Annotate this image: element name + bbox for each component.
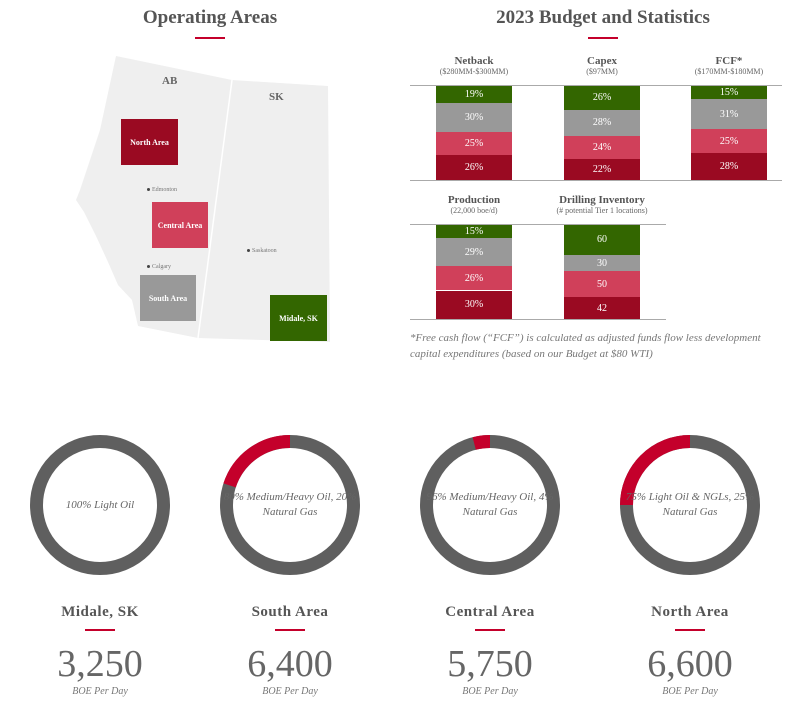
title-underline [195, 37, 225, 39]
area-production: 3,250 [57, 643, 143, 685]
axis-line [410, 85, 782, 86]
operating-areas-title: Operating Areas [142, 7, 278, 28]
bar-segment: 50 [564, 270, 640, 298]
north-area-box[interactable]: North Area [121, 119, 178, 165]
budget-title: 2023 Budget and Statistics [496, 7, 710, 28]
south-area-box[interactable]: South Area [140, 275, 196, 321]
bar-segment: 22% [564, 159, 640, 180]
area-underline [475, 629, 505, 631]
bar-segment: 30% [436, 290, 512, 319]
chart-title: Netback [454, 55, 494, 67]
chart-subtitle: (22,000 boe/d) [450, 206, 498, 215]
bar-segment: 42 [564, 297, 640, 319]
bar-segment: 28% [691, 153, 767, 180]
chart-subtitle: (# potential Tier 1 locations) [556, 206, 648, 215]
bar-segment: 26% [564, 85, 640, 110]
bar-segment: 60 [564, 224, 640, 256]
bar-segment: 30 [564, 255, 640, 271]
chart-subtitle: ($280MM-$300MM) [439, 67, 509, 76]
donut-segment [420, 435, 560, 575]
chart-header: Drilling Inventory (# potential Tier 1 lo… [532, 194, 672, 215]
chart-title: Drilling Inventory [559, 194, 645, 206]
bar-segment: 30% [436, 103, 512, 132]
city-edmonton: Edmonton [147, 187, 177, 193]
title-underline [588, 37, 618, 39]
chart-header: Production (22,000 boe/d) [404, 194, 544, 215]
bar-segment: 26% [436, 265, 512, 291]
donut-chart [30, 435, 170, 575]
area-unit: BOE Per Day [262, 686, 318, 697]
donut-label: 80% Medium/Heavy Oil, 20% Natural Gas [223, 491, 357, 518]
area-unit: BOE Per Day [462, 686, 518, 697]
bar-segment: 28% [564, 109, 640, 137]
axis-line [410, 319, 666, 320]
chart-header: Netback ($280MM-$300MM) [404, 55, 544, 76]
donut-chart [620, 435, 760, 575]
area-unit: BOE Per Day [72, 686, 128, 697]
area-name: Central Area [445, 604, 535, 620]
area-name: South Area [251, 604, 329, 620]
bar-segment: 31% [691, 99, 767, 130]
bar-segment: 25% [691, 129, 767, 154]
bar-segment: 15% [691, 85, 767, 100]
province-ab: AB [162, 75, 178, 87]
area-unit: BOE Per Day [662, 686, 718, 697]
area-underline [85, 629, 115, 631]
chart-header: FCF* ($170MM-$180MM) [659, 55, 799, 76]
central-area-box[interactable]: Central Area [152, 202, 208, 248]
bar-segment: 19% [436, 85, 512, 104]
axis-line [410, 180, 782, 181]
chart-header: Capex ($97MM) [532, 55, 672, 76]
donut-segment [220, 435, 360, 575]
area-underline [675, 629, 705, 631]
donut-segment [620, 435, 760, 575]
area-name: Midale, SK [61, 604, 139, 620]
donut-label: 100% Light Oil [65, 499, 135, 511]
area-production: 6,400 [247, 643, 333, 685]
bar-segment: 26% [436, 155, 512, 180]
donut-chart [420, 435, 560, 575]
donut-label: 75% Light Oil & NGLs, 25% Natural Gas [625, 491, 755, 518]
chart-title: Production [447, 194, 501, 206]
fcf-footnote: *Free cash flow (“FCF”) is calculated as… [410, 332, 761, 360]
chart-subtitle: ($97MM) [586, 67, 618, 76]
donut-ring [30, 435, 170, 575]
donut-chart [220, 435, 360, 575]
province-sk: SK [269, 91, 284, 103]
bar-segment: 24% [564, 136, 640, 160]
chart-subtitle: ($170MM-$180MM) [694, 67, 764, 76]
area-production: 5,750 [447, 643, 533, 685]
map [76, 56, 330, 342]
bar-segment: 25% [436, 131, 512, 156]
city-calgary: Calgary [147, 264, 171, 270]
bar-segment: 15% [436, 224, 512, 239]
midale-box[interactable]: Midale, SK [270, 295, 327, 341]
area-underline [275, 629, 305, 631]
city-saskatoon: Saskatoon [247, 248, 277, 254]
axis-line [410, 224, 666, 225]
chart-title: FCF* [715, 55, 743, 67]
chart-title: Capex [587, 55, 617, 67]
donut-label: 96% Medium/Heavy Oil, 4% Natural Gas [426, 491, 554, 518]
bar-segment: 29% [436, 238, 512, 266]
area-name: North Area [651, 604, 729, 620]
area-production: 6,600 [647, 643, 733, 685]
